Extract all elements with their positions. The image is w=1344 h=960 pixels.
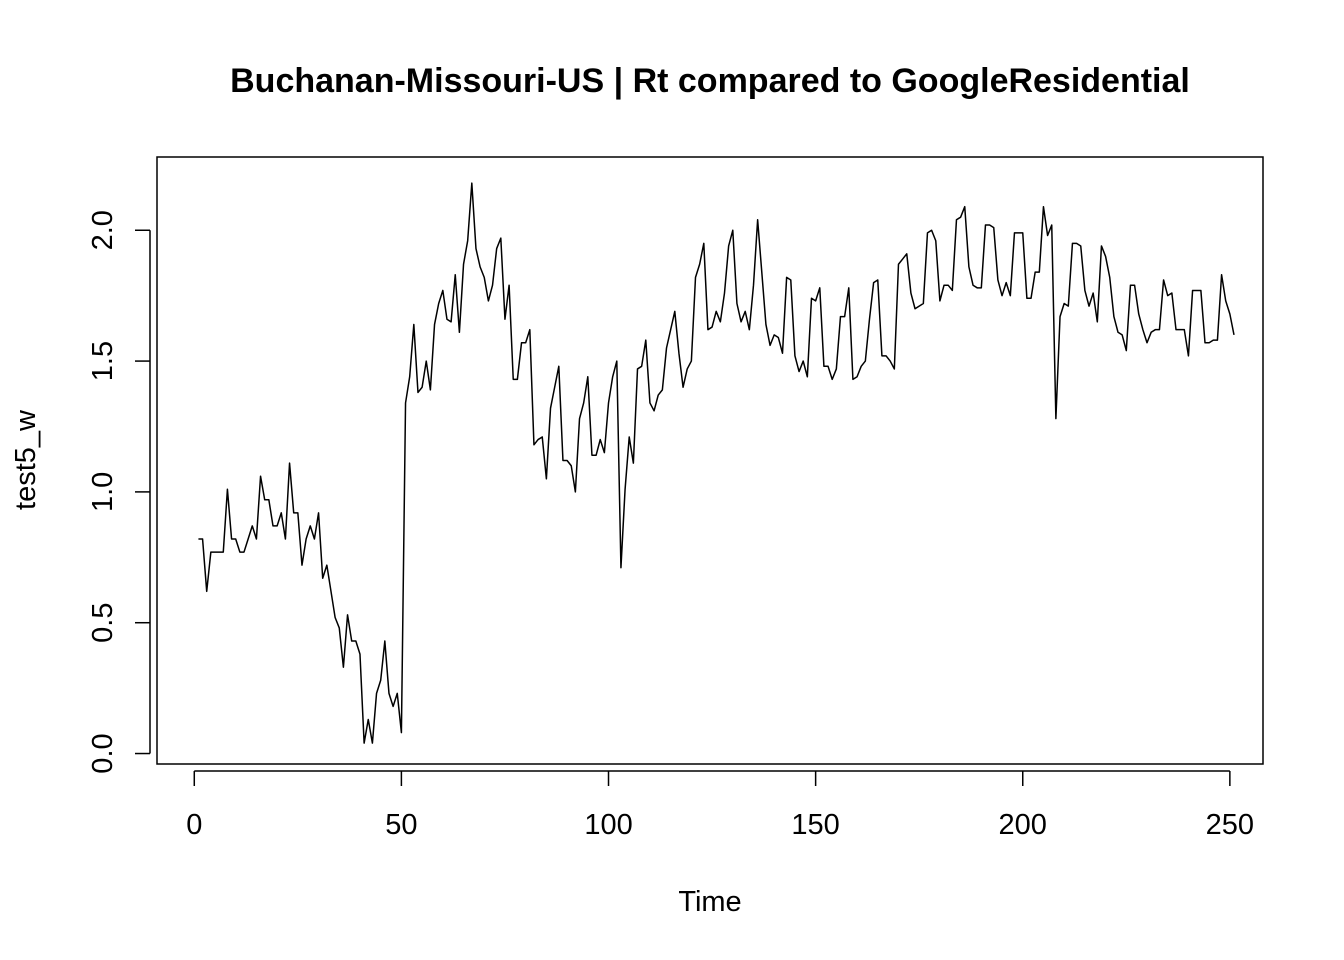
x-tick-label: 200	[999, 809, 1047, 841]
series-line	[198, 182, 1235, 744]
y-tick-label: 1.0	[87, 472, 119, 512]
y-axis: 0.0 0.5 1.0 1.5 2.0	[87, 210, 151, 774]
chart-title: Buchanan-Missouri-US | Rt compared to Go…	[230, 62, 1190, 100]
y-tick-label: 0.0	[87, 733, 119, 773]
x-axis-label: Time	[678, 886, 741, 918]
x-tick-label: 250	[1206, 809, 1254, 841]
x-tick-label: 150	[791, 809, 839, 841]
x-tick-label: 50	[385, 809, 417, 841]
x-axis: 0 50 100 150 200 250	[186, 770, 1254, 841]
y-tick-label: 2.0	[87, 210, 119, 250]
y-tick-label: 1.5	[87, 341, 119, 381]
y-tick-label: 0.5	[87, 603, 119, 643]
x-tick-label: 100	[584, 809, 632, 841]
x-tick-label: 0	[186, 809, 202, 841]
plot-frame	[156, 156, 1264, 765]
y-axis-label: test5_w	[10, 409, 42, 510]
